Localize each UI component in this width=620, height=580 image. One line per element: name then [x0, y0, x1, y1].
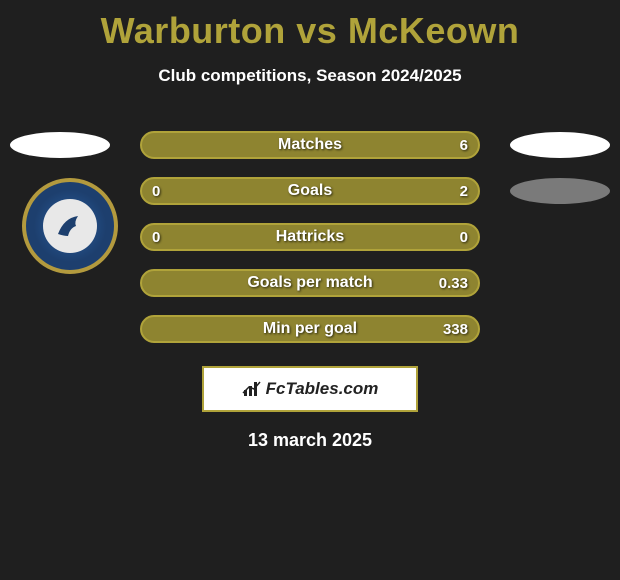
club-badge-inner: [43, 199, 97, 253]
chart-icon: [242, 380, 262, 398]
stat-label: Min per goal: [263, 320, 357, 338]
stat-bar: Goals per match 0.33: [140, 269, 480, 297]
stat-bar: 0 Hattricks 0: [140, 223, 480, 251]
stat-bar: 0 Goals 2: [140, 177, 480, 205]
stat-value-right: 338: [443, 321, 468, 338]
brand-box[interactable]: FcTables.com: [202, 366, 418, 412]
comparison-card: Warburton vs McKeown Club competitions, …: [0, 0, 620, 580]
stat-value-right: 2: [460, 183, 468, 200]
player-pill-left: [10, 132, 110, 158]
stat-label: Matches: [278, 136, 342, 154]
stat-row: Min per goal 338: [0, 306, 620, 352]
stat-label: Goals per match: [247, 274, 372, 292]
stat-row: Matches 6: [0, 122, 620, 168]
stat-bar: Matches 6: [140, 131, 480, 159]
stat-value-left: 0: [152, 183, 160, 200]
subtitle: Club competitions, Season 2024/2025: [0, 66, 620, 86]
stat-value-right: 0.33: [439, 275, 468, 292]
club-badge: [22, 178, 118, 274]
stat-value-left: 0: [152, 229, 160, 246]
page-title: Warburton vs McKeown: [0, 0, 620, 52]
brand-text: FcTables.com: [266, 379, 379, 399]
stat-value-right: 6: [460, 137, 468, 154]
player-pill-right: [510, 178, 610, 204]
date-text: 13 march 2025: [0, 430, 620, 451]
bird-icon: [50, 206, 90, 246]
stat-label: Hattricks: [276, 228, 344, 246]
stat-label: Goals: [288, 182, 332, 200]
player-pill-right: [510, 132, 610, 158]
stat-bar: Min per goal 338: [140, 315, 480, 343]
stat-value-right: 0: [460, 229, 468, 246]
